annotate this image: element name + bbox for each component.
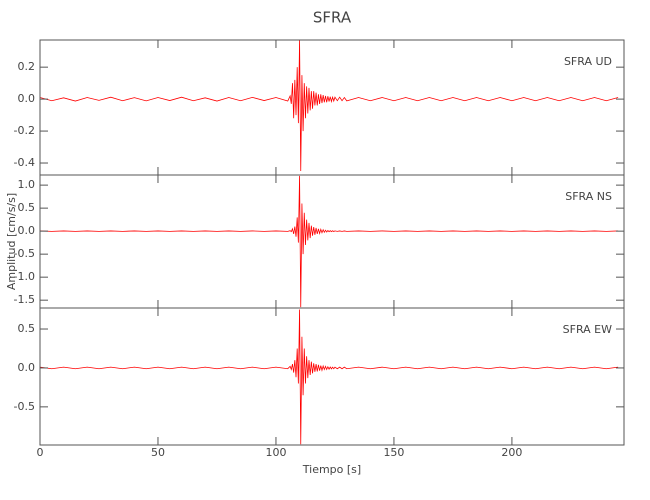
panel-frame <box>39 39 625 176</box>
x-tick-label: 0 <box>37 446 44 459</box>
x-tick-label: 100 <box>265 446 286 459</box>
y-tick-label: 0.0 <box>18 92 36 105</box>
waveform <box>40 309 619 445</box>
y-tick-label: -0.5 <box>14 247 35 260</box>
y-tick-label: 0.5 <box>18 322 36 335</box>
y-tick-label: -1.5 <box>14 293 35 306</box>
y-tick-label: -0.5 <box>14 400 35 413</box>
y-tick-label: -1.0 <box>14 270 35 283</box>
panel-frame <box>39 174 625 309</box>
waveform <box>40 175 619 308</box>
panel-label: SFRA EW <box>563 323 612 336</box>
waveform <box>40 40 619 172</box>
panel-label: SFRA UD <box>564 55 612 68</box>
x-tick-label: 50 <box>151 446 165 459</box>
panel-frame <box>39 307 625 446</box>
y-tick-label: 1.0 <box>18 178 36 191</box>
y-tick-label: 0.0 <box>18 224 36 237</box>
y-tick-label: 0.0 <box>18 361 36 374</box>
y-tick-label: -0.2 <box>14 124 35 137</box>
y-axis-label: Amplitud [cm/s/s] <box>5 193 18 290</box>
chart-title: SFRA <box>313 9 352 27</box>
x-tick-label: 150 <box>383 446 404 459</box>
panel-label: SFRA NS <box>565 190 612 203</box>
y-tick-label: 0.2 <box>18 60 36 73</box>
x-tick-label: 200 <box>501 446 522 459</box>
y-tick-label: 0.5 <box>18 201 36 214</box>
y-tick-label: -0.4 <box>14 156 35 169</box>
x-axis-label: Tiempo [s] <box>302 463 361 476</box>
